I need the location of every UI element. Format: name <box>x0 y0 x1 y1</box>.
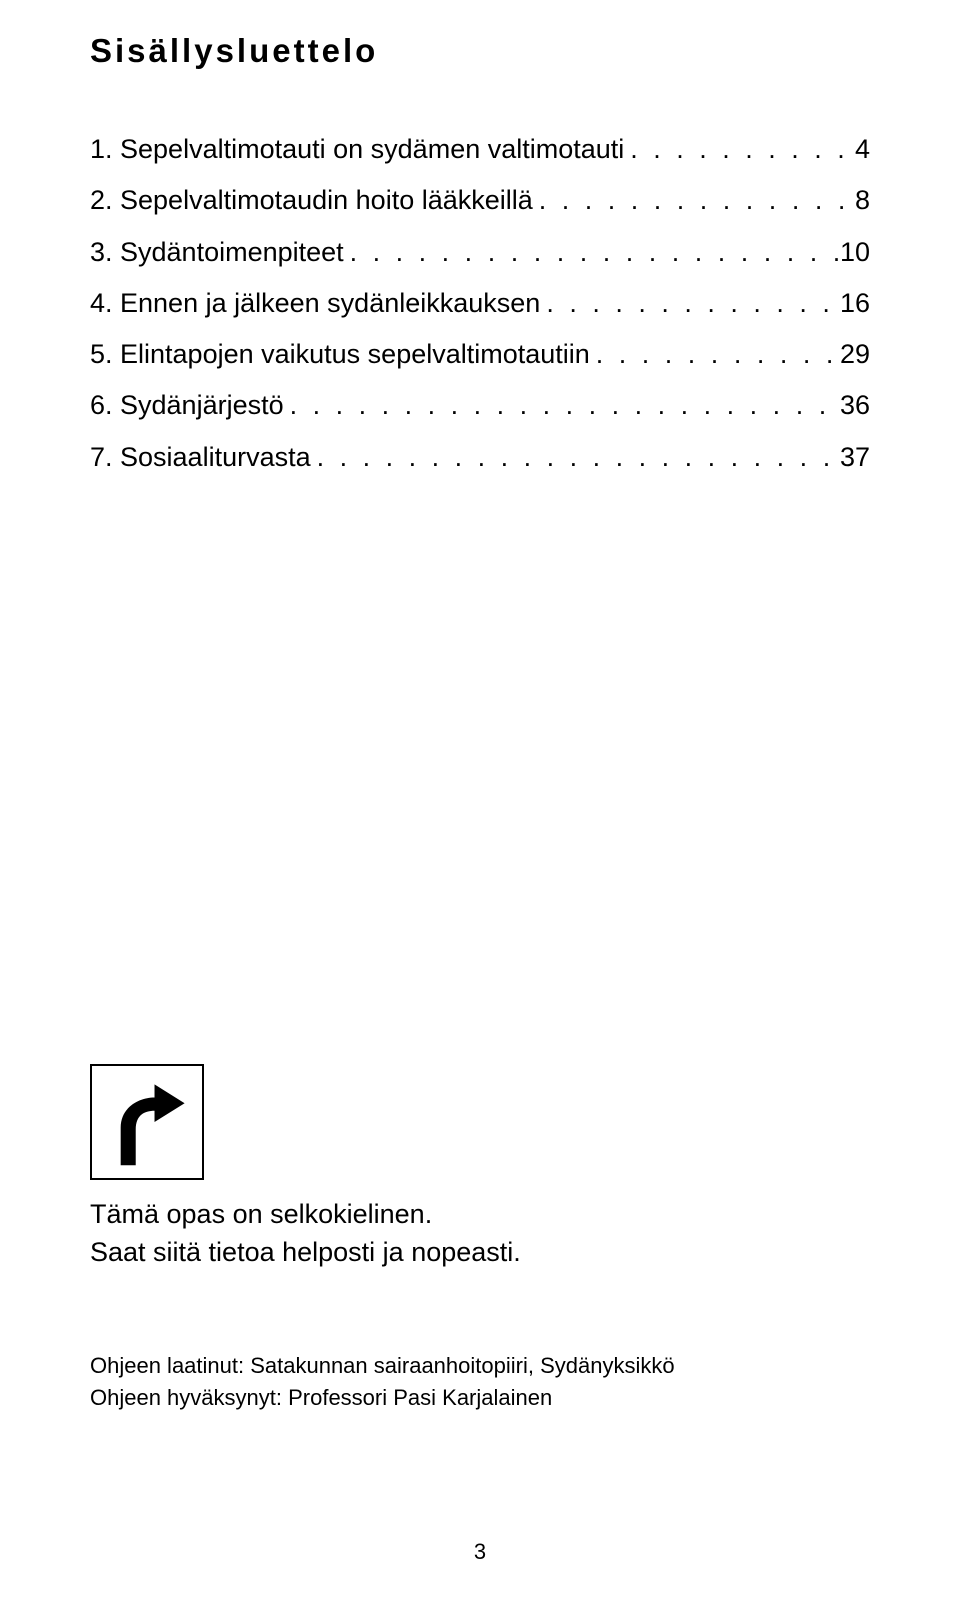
toc-page: 36 <box>840 380 870 431</box>
icon-frame <box>90 1064 204 1180</box>
toc-label: 1. Sepelvaltimotauti on sydämen valtimot… <box>90 124 624 175</box>
toc-label: 5. Elintapojen vaikutus sepelvaltimotaut… <box>90 329 590 380</box>
toc-leader-dots: . . . . . . . . . . . . . . . . . . . . … <box>311 432 840 483</box>
page-number: 3 <box>0 1539 960 1565</box>
toc-row: 3. Sydäntoimenpiteet . . . . . . . . . .… <box>90 227 870 278</box>
toc-leader-dots: . . . . . . . . . . . . . . . . . . . . … <box>344 227 840 278</box>
toc-leader-dots: . . . . . . . . . . . . . . . . . . . . … <box>540 278 840 329</box>
caption-line: Saat siitä tietoa helposti ja nopeasti. <box>90 1234 521 1272</box>
toc-label: 3. Sydäntoimenpiteet <box>90 227 344 278</box>
toc-label: 6. Sydänjärjestö <box>90 380 284 431</box>
page-title: Sisällysluettelo <box>90 32 870 70</box>
toc-page: 29 <box>840 329 870 380</box>
toc-row: 2. Sepelvaltimotaudin hoito lääkkeillä .… <box>90 175 870 226</box>
toc-page: 8 <box>855 175 870 226</box>
toc-leader-dots: . . . . . . . . . . . . . . . . . . . . … <box>624 124 855 175</box>
toc-page: 16 <box>840 278 870 329</box>
toc-label: 2. Sepelvaltimotaudin hoito lääkkeillä <box>90 175 533 226</box>
selkokieli-icon-frame <box>90 1064 204 1180</box>
toc-page: 37 <box>840 432 870 483</box>
toc-row: 7. Sosiaaliturvasta . . . . . . . . . . … <box>90 432 870 483</box>
toc-row: 6. Sydänjärjestö . . . . . . . . . . . .… <box>90 380 870 431</box>
caption-block: Tämä opas on selkokielinen. Saat siitä t… <box>90 1196 521 1272</box>
curved-arrow-icon <box>100 1075 194 1169</box>
toc-row: 5. Elintapojen vaikutus sepelvaltimotaut… <box>90 329 870 380</box>
toc-row: 1. Sepelvaltimotauti on sydämen valtimot… <box>90 124 870 175</box>
credits-block: Ohjeen laatinut: Satakunnan sairaanhoito… <box>90 1350 675 1414</box>
toc-label: 4. Ennen ja jälkeen sydänleikkauksen <box>90 278 540 329</box>
table-of-contents: 1. Sepelvaltimotauti on sydämen valtimot… <box>90 124 870 483</box>
toc-row: 4. Ennen ja jälkeen sydänleikkauksen . .… <box>90 278 870 329</box>
credits-line: Ohjeen laatinut: Satakunnan sairaanhoito… <box>90 1350 675 1382</box>
credits-line: Ohjeen hyväksynyt: Professori Pasi Karja… <box>90 1382 675 1414</box>
toc-page: 10 <box>840 227 870 278</box>
caption-line: Tämä opas on selkokielinen. <box>90 1196 521 1234</box>
toc-leader-dots: . . . . . . . . . . . . . . . . . . . . … <box>590 329 840 380</box>
toc-leader-dots: . . . . . . . . . . . . . . . . . . . . … <box>533 175 855 226</box>
toc-label: 7. Sosiaaliturvasta <box>90 432 311 483</box>
toc-leader-dots: . . . . . . . . . . . . . . . . . . . . … <box>284 380 840 431</box>
toc-page: 4 <box>855 124 870 175</box>
